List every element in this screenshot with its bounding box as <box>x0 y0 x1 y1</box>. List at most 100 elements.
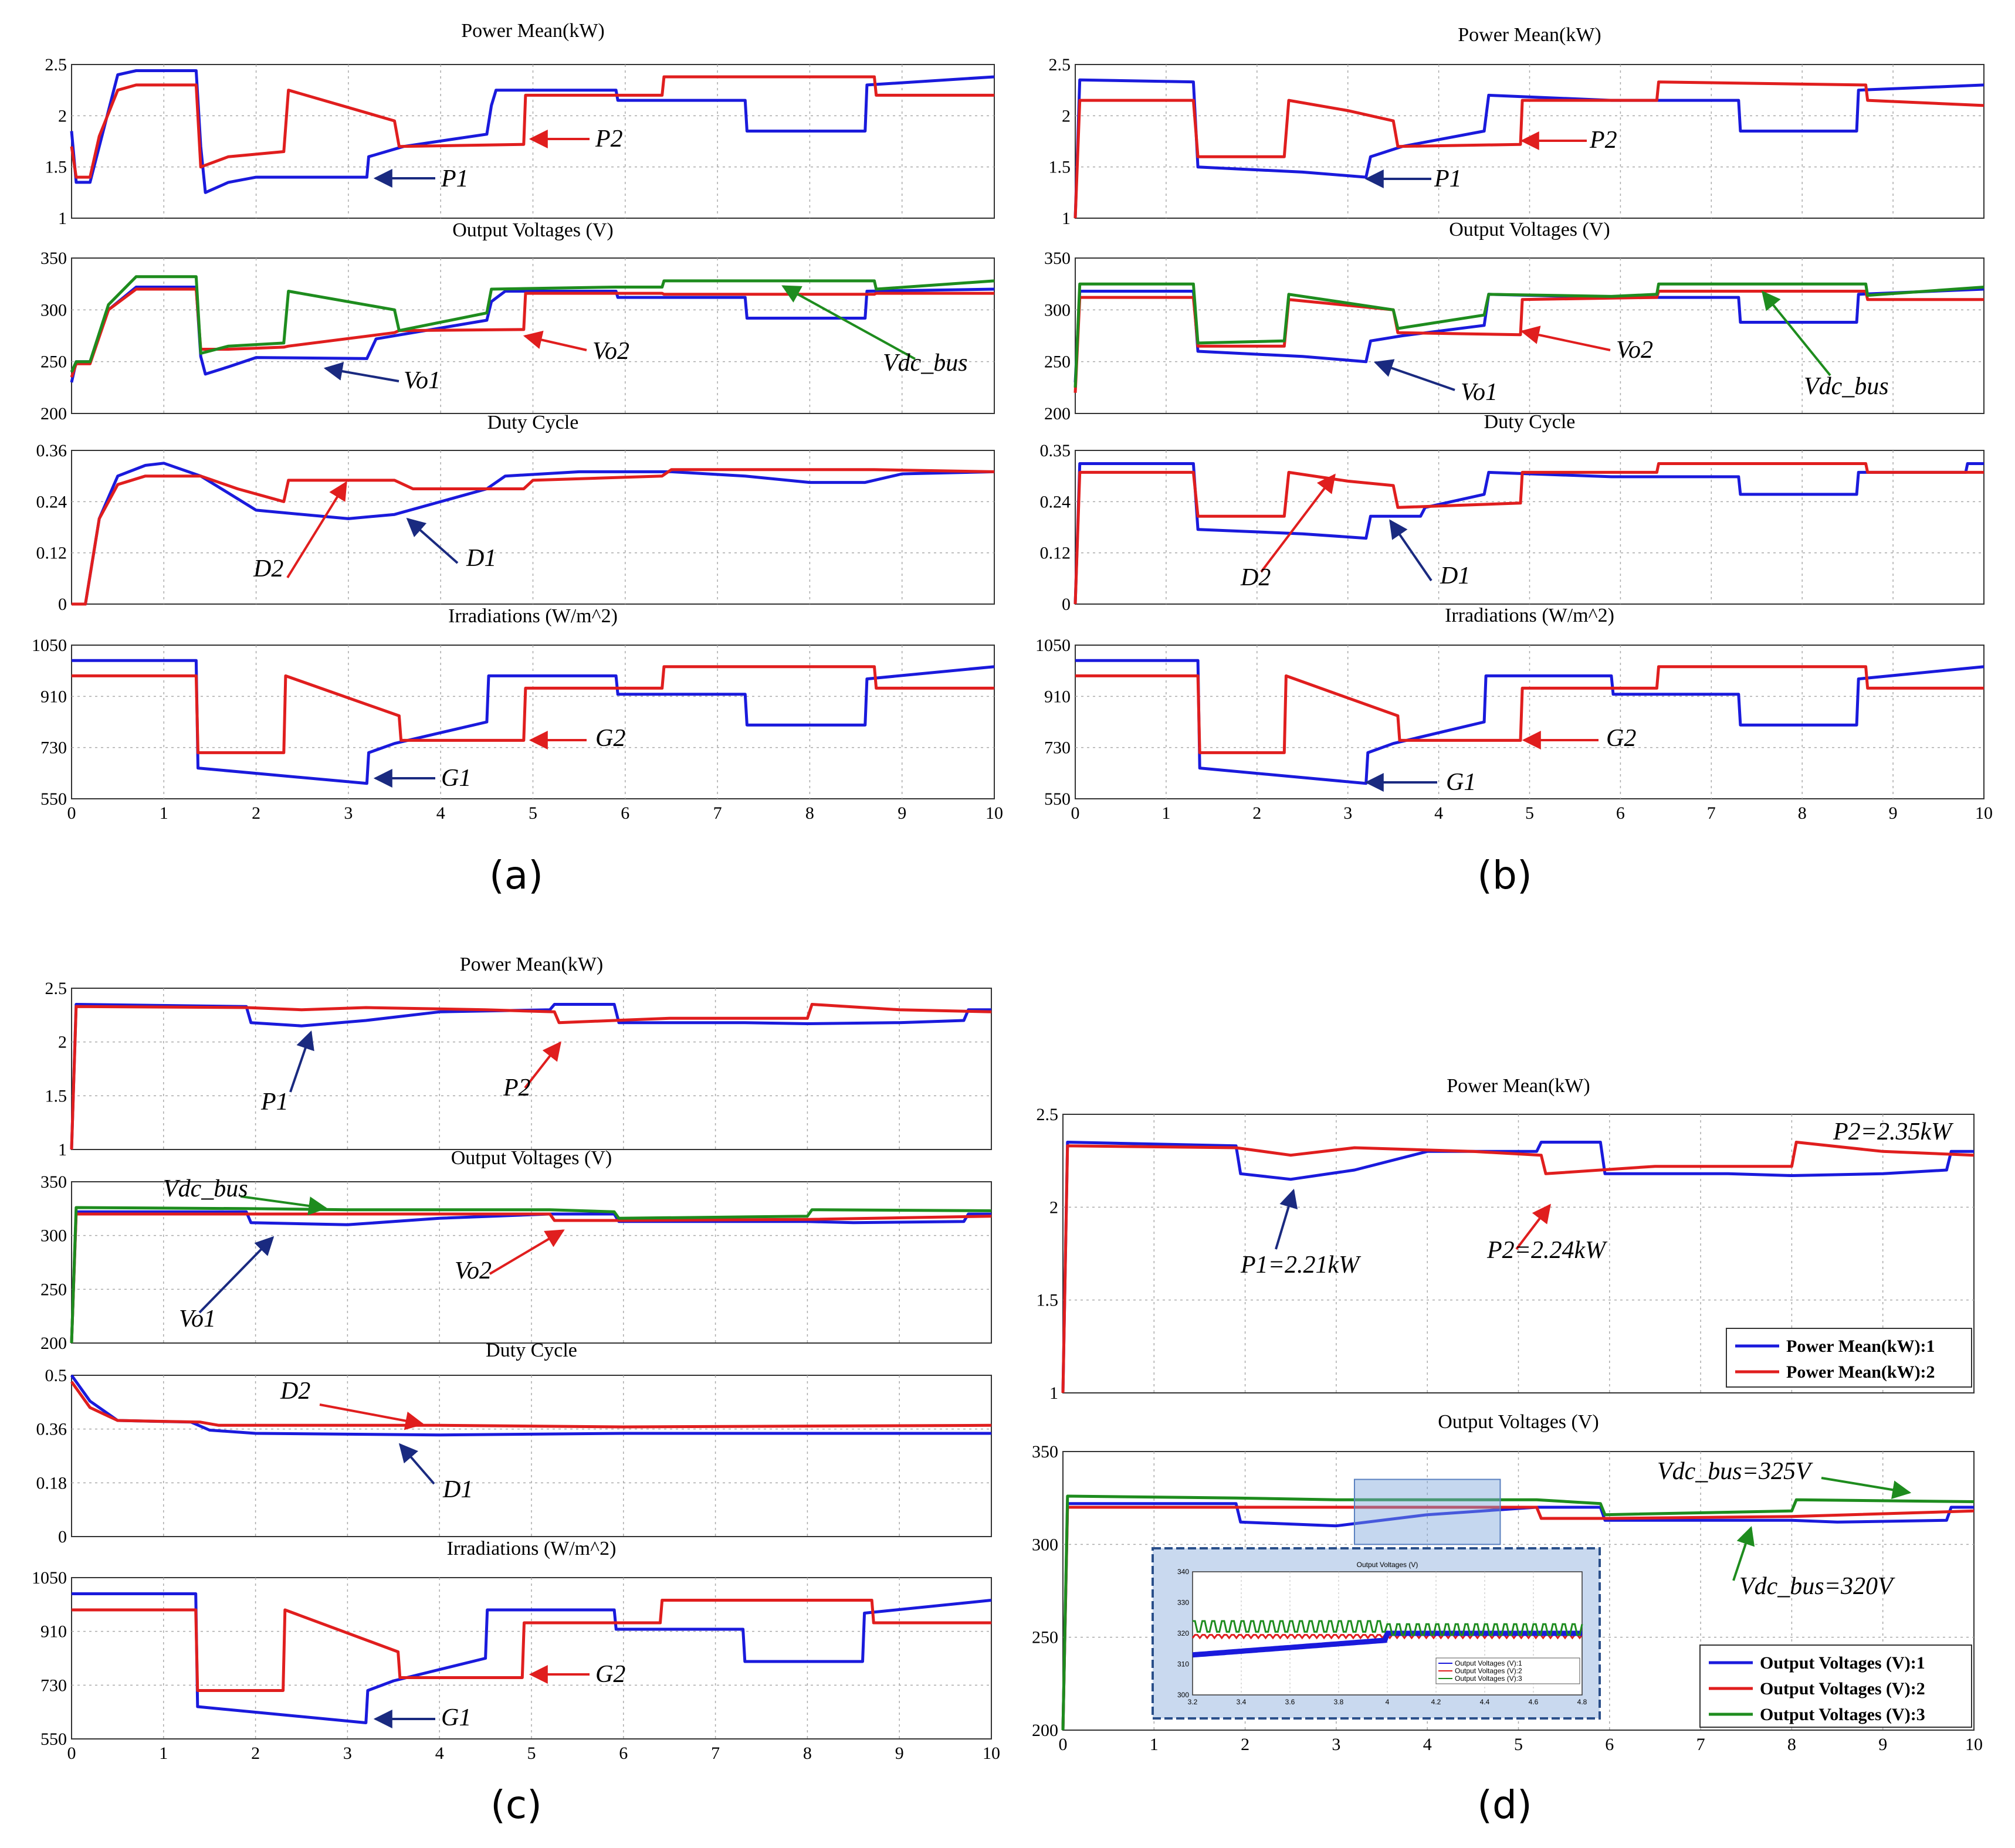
y-tick-label: 550 <box>40 1730 67 1749</box>
y-tick-label: 200 <box>40 404 67 423</box>
annotation: G1 <box>373 1704 471 1731</box>
inset-y-tick: 310 <box>1177 1660 1189 1669</box>
panel-title: Power Mean(kW) <box>1458 24 1601 46</box>
panel-title: Power Mean(kW) <box>460 954 604 975</box>
x-tick-label: 2 <box>1241 1735 1249 1754</box>
panel-title: Power Mean(kW) <box>461 20 605 42</box>
annotation-arrow <box>198 1236 275 1314</box>
y-tick-label: 0 <box>58 595 67 614</box>
y-tick-label: 250 <box>40 1280 67 1299</box>
annotation: D2 <box>253 481 347 582</box>
series-line-d1 <box>1073 462 1984 605</box>
annotation-label: G1 <box>1446 769 1476 796</box>
panel-title: Output Voltages (V) <box>451 1147 612 1169</box>
panel-b-2: 0 0.12 0.24 0.35 Duty Cycle <box>1040 411 1984 614</box>
inset-y-tick: 320 <box>1177 1629 1189 1637</box>
y-tick-label: 200 <box>40 1334 67 1353</box>
panel-c-0: 1 1.5 2 2.5 Power Mean(kW) <box>45 954 992 1159</box>
y-tick-label: 300 <box>1044 300 1071 320</box>
x-tick-label: 6 <box>1605 1735 1614 1754</box>
y-tick-label: 910 <box>1044 687 1071 706</box>
series-line-d1 <box>72 462 995 606</box>
y-tick-label: 1.5 <box>1037 1291 1059 1310</box>
y-tick-label: 2.5 <box>1037 1105 1059 1124</box>
y-tick-label: 0.35 <box>1040 441 1071 460</box>
series-line-g2 <box>72 665 994 754</box>
annotation-label: P1=2.21kW <box>1240 1252 1362 1279</box>
series-line-d2 <box>70 1381 992 1429</box>
panel-c-2: 0 0.18 0.36 0.5 Duty Cycle <box>36 1340 992 1547</box>
annotation: Vdc_bus=325V <box>1657 1458 1912 1500</box>
x-tick-label: 10 <box>1975 803 1993 823</box>
x-tick-label: 7 <box>1696 1735 1705 1754</box>
y-tick-label: 0.24 <box>36 492 67 511</box>
inset-x-tick: 3.6 <box>1285 1698 1295 1706</box>
y-tick-label: 0 <box>1062 595 1071 614</box>
x-tick-label: 5 <box>1514 1735 1523 1754</box>
annotation-label: Vdc_bus <box>1804 373 1889 400</box>
annotation-label: Vo1 <box>179 1306 216 1332</box>
series-line-g1 <box>72 1592 992 1724</box>
x-tick-label: 0 <box>1059 1735 1068 1754</box>
annotation-arrow <box>1373 359 1455 391</box>
plot-frame <box>71 988 992 1150</box>
annotation-label: D1 <box>1440 562 1470 589</box>
series-line-power-mean-kw-2 <box>1061 1141 1975 1393</box>
inset-y-tick: 300 <box>1177 1691 1189 1699</box>
annotation-arrow <box>489 1229 565 1275</box>
annotation: P2=2.35kW <box>1833 1118 1954 1145</box>
y-tick-label: 1 <box>58 1140 67 1159</box>
x-tick-label: 4 <box>1434 803 1443 823</box>
inset-x-tick: 4.2 <box>1431 1698 1441 1706</box>
annotation: Vdc_bus <box>163 1175 328 1215</box>
series-line-vdc-bus <box>1073 282 1984 388</box>
inset-x-tick: 4.4 <box>1480 1698 1490 1706</box>
x-tick-label: 7 <box>711 1744 720 1763</box>
annotation-arrow <box>1515 1203 1551 1250</box>
y-tick-label: 2 <box>1049 1198 1058 1217</box>
legend: Output Voltages (V):1 Output Voltages (V)… <box>1699 1644 1972 1728</box>
annotation-label: G2 <box>595 1661 625 1688</box>
annotation: D1 <box>1389 519 1470 589</box>
annotation-label: P1 <box>441 165 469 192</box>
inset-legend-label: Output Voltages (V):1 <box>1455 1659 1522 1667</box>
panel-title: Duty Cycle <box>487 412 579 433</box>
x-tick-label: 6 <box>619 1744 628 1763</box>
annotation-label: G1 <box>441 765 471 792</box>
annotation-label: Vo1 <box>1461 379 1498 406</box>
annotation-label: Vo2 <box>1616 337 1653 364</box>
x-tick-label: 4 <box>1423 1735 1432 1754</box>
inset-x-tick: 4.8 <box>1577 1698 1587 1706</box>
y-tick-label: 2.5 <box>45 979 67 998</box>
y-tick-label: 0 <box>58 1527 67 1547</box>
annotation-arrow <box>398 1443 435 1485</box>
inset-x-tick: 3.2 <box>1188 1698 1198 1706</box>
annotation-label: P1 <box>260 1089 289 1115</box>
y-tick-label: 300 <box>40 300 67 320</box>
annotation: P2 <box>529 126 623 152</box>
annotation: D1 <box>406 517 496 572</box>
x-tick-label: 5 <box>529 803 537 823</box>
y-tick-label: 250 <box>40 352 67 372</box>
annotation: Vo2 <box>1520 325 1653 364</box>
annotation-arrow <box>319 1403 425 1430</box>
inset-y-tick: 330 <box>1177 1599 1189 1607</box>
legend: Power Mean(kW):1 Power Mean(kW):2 <box>1726 1328 1972 1388</box>
legend-label: Power Mean(kW):2 <box>1786 1362 1935 1382</box>
annotation: D1 <box>398 1443 473 1503</box>
x-tick-label: 6 <box>621 803 629 823</box>
y-tick-label: 2.5 <box>1049 55 1071 74</box>
x-tick-label: 4 <box>436 803 445 823</box>
y-tick-label: 730 <box>40 738 67 758</box>
annotation: D2 <box>1240 473 1336 591</box>
y-tick-label: 1.5 <box>1049 158 1071 177</box>
series-line-output-voltages-v-2 <box>1061 1505 1975 1731</box>
series-line-d1 <box>70 1374 991 1437</box>
y-tick-label: 2.5 <box>45 55 67 74</box>
legend-label: Power Mean(kW):1 <box>1786 1337 1935 1356</box>
y-tick-label: 1050 <box>32 636 67 655</box>
y-tick-label: 1 <box>1049 1384 1058 1403</box>
annotation: G1 <box>373 765 471 792</box>
annotation-label: P1 <box>1434 165 1462 192</box>
